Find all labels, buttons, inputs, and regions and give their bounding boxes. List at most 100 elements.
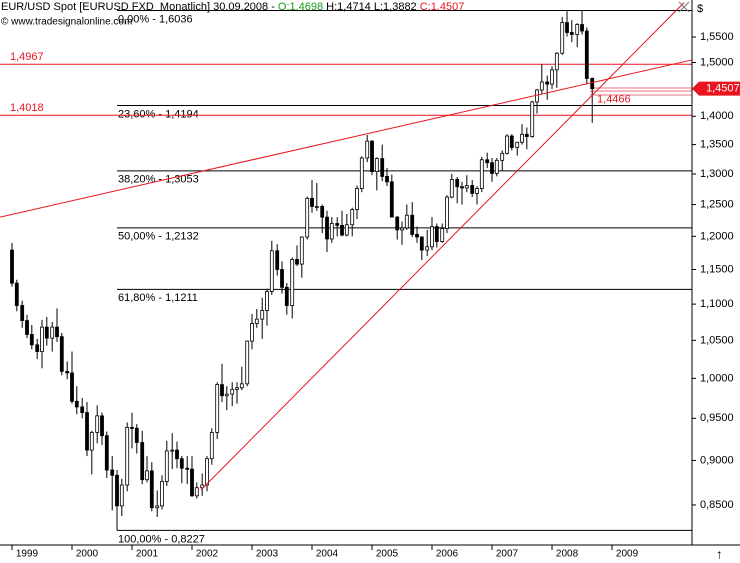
x-tick-label: 2005: [376, 549, 399, 560]
candle-body: [470, 185, 475, 194]
candle-body: [554, 52, 559, 71]
candle-body: [545, 81, 550, 85]
candle-body: [524, 133, 529, 137]
candle-body: [104, 435, 109, 471]
candle-body: [325, 216, 329, 240]
candle-body: [340, 224, 344, 236]
candle-body: [89, 431, 94, 451]
candle-body: [35, 344, 40, 352]
fib-label: 100,00% - 0,8227: [118, 533, 205, 545]
candle-body: [134, 427, 139, 443]
candle-body: [479, 159, 484, 189]
candle-body: [14, 282, 19, 306]
candle-body: [425, 246, 430, 251]
header-close: C:1,4507: [420, 1, 465, 13]
candle-body: [305, 197, 310, 238]
candle-body: [179, 458, 184, 469]
candle-body: [280, 269, 284, 288]
y-tick-label: 0,9500: [700, 412, 734, 424]
candle-body: [235, 387, 239, 390]
candle-body: [85, 412, 89, 451]
header: EUR/USD Spot [EURUSD FXD Monatlich] 30.0…: [1, 1, 464, 13]
candle-body: [370, 140, 374, 173]
candle-body: [535, 89, 539, 103]
candle-body: [260, 310, 265, 320]
candle-body: [230, 388, 235, 395]
candle-body: [515, 141, 520, 148]
candle-body: [415, 234, 419, 238]
candle-body: [329, 223, 334, 240]
candle-body: [125, 426, 130, 486]
fib-label: 61,80% - 1,1211: [118, 292, 198, 304]
candle-body: [314, 206, 319, 208]
candle-body: [310, 197, 314, 207]
candle-body: [290, 259, 295, 306]
fib-label: 38,20% - 1,3053: [118, 174, 199, 186]
close-icon[interactable]: [678, 1, 690, 13]
x-tick-label: 2004: [316, 549, 339, 560]
x-tick-label: 2000: [76, 549, 99, 560]
candle-body: [185, 467, 190, 470]
candle-body: [55, 326, 59, 338]
y-tick-label: 1,1000: [700, 298, 734, 310]
candle-body: [560, 22, 565, 54]
candle-body: [320, 206, 325, 218]
candle-body: [400, 227, 404, 231]
candle-body: [160, 481, 164, 507]
trendline: [0, 59, 693, 218]
candle-body: [359, 157, 364, 189]
candle-body: [569, 32, 574, 35]
candle-body: [245, 340, 250, 385]
candle-body: [380, 158, 385, 177]
last-price-marker: [692, 81, 740, 96]
x-tick-label: 2002: [196, 549, 219, 560]
last-price-label: 1,4507: [706, 82, 740, 94]
close-button[interactable]: [678, 1, 690, 13]
candle-body: [29, 334, 34, 346]
candle-body: [209, 431, 214, 460]
candle-body: [509, 135, 514, 148]
candle-body: [335, 223, 340, 226]
candle-body: [70, 372, 74, 402]
header-title: EUR/USD Spot [EURUSD FXD Monatlich] 30.0…: [1, 1, 275, 13]
candle-body: [580, 24, 584, 32]
candle-body: [10, 249, 14, 284]
candle-body: [95, 415, 100, 433]
y-tick-label: 1,2500: [700, 198, 734, 210]
y-tick-label: 0,8500: [700, 499, 734, 511]
candle-body: [455, 179, 460, 188]
x-tick-label: 1999: [16, 549, 39, 560]
y-tick-label: 1,0000: [700, 372, 734, 384]
candle-body: [575, 24, 580, 35]
candle-body: [110, 469, 115, 476]
trendline: [200, 2, 685, 491]
candle-body: [74, 400, 79, 408]
candle-body: [50, 326, 55, 339]
copyright: © www.tradesignalonline.com: [1, 17, 132, 28]
candle-body: [440, 228, 445, 242]
y-tick-label: 1,5000: [700, 56, 734, 68]
scroll-arrow[interactable]: ↑: [716, 546, 723, 561]
candle-body: [449, 179, 454, 198]
candle-body: [530, 101, 535, 137]
candle-body: [365, 140, 370, 159]
y-tick-label: 1,3500: [700, 139, 734, 151]
candle-body: [275, 250, 280, 270]
x-tick-label: 2006: [436, 549, 459, 560]
candle-body: [590, 77, 595, 89]
candle-body: [475, 188, 479, 194]
candle-body: [460, 186, 464, 189]
plot-area: 0,00% - 1,6036 23,60% - 1,4194 38,20% - 1,…: [0, 2, 693, 545]
candle-body: [389, 181, 394, 218]
candle-body: [59, 336, 64, 372]
y-tick-label: 1,0500: [700, 334, 734, 346]
candle-body: [565, 22, 569, 33]
candle-body: [40, 326, 44, 352]
candle-body: [265, 291, 269, 311]
candle-body: [164, 450, 169, 482]
candle-body: [140, 442, 145, 481]
fib-label: 23,60% - 1,4194: [118, 108, 199, 120]
candle-body: [145, 470, 149, 481]
fib-label: 0,00% - 1,6036: [118, 13, 193, 25]
candle-body: [254, 318, 259, 324]
